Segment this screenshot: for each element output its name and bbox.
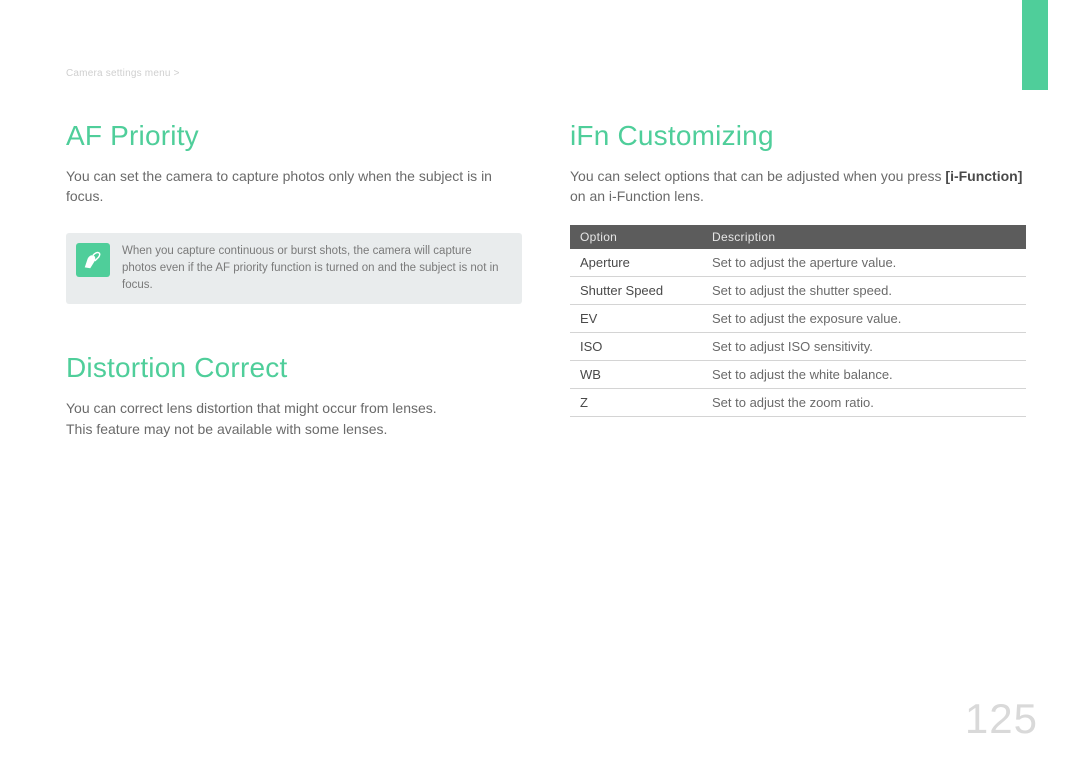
option-name: ISO — [570, 332, 702, 360]
ifn-body-post: on an i-Function lens. — [570, 188, 704, 204]
note-box: When you capture continuous or burst sho… — [66, 233, 522, 305]
option-description: Set to adjust ISO sensitivity. — [702, 332, 1026, 360]
table-row: WB Set to adjust the white balance. — [570, 360, 1026, 388]
page-content: AF Priority You can set the camera to ca… — [66, 120, 1026, 439]
table-header-description: Description — [702, 225, 1026, 249]
af-priority-heading: AF Priority — [66, 120, 522, 152]
side-tab — [1022, 0, 1048, 90]
table-row: Z Set to adjust the zoom ratio. — [570, 388, 1026, 416]
table-header-option: Option — [570, 225, 702, 249]
ifn-body-pre: You can select options that can be adjus… — [570, 168, 945, 184]
af-priority-body: You can set the camera to capture photos… — [66, 166, 522, 207]
left-column: AF Priority You can set the camera to ca… — [66, 120, 522, 439]
ifn-customizing-heading: iFn Customizing — [570, 120, 1026, 152]
table-row: Aperture Set to adjust the aperture valu… — [570, 249, 1026, 277]
table-row: Shutter Speed Set to adjust the shutter … — [570, 276, 1026, 304]
option-description: Set to adjust the white balance. — [702, 360, 1026, 388]
ifn-customizing-body: You can select options that can be adjus… — [570, 166, 1026, 207]
option-name: WB — [570, 360, 702, 388]
option-name: EV — [570, 304, 702, 332]
option-name: Z — [570, 388, 702, 416]
option-description: Set to adjust the zoom ratio. — [702, 388, 1026, 416]
table-row: EV Set to adjust the exposure value. — [570, 304, 1026, 332]
ifn-options-table: Option Description Aperture Set to adjus… — [570, 225, 1026, 417]
option-name: Shutter Speed — [570, 276, 702, 304]
distortion-correct-body-1: You can correct lens distortion that mig… — [66, 398, 522, 418]
option-description: Set to adjust the aperture value. — [702, 249, 1026, 277]
pen-icon — [76, 243, 110, 277]
option-description: Set to adjust the exposure value. — [702, 304, 1026, 332]
page-number: 125 — [965, 695, 1038, 743]
distortion-correct-heading: Distortion Correct — [66, 352, 522, 384]
table-row: ISO Set to adjust ISO sensitivity. — [570, 332, 1026, 360]
option-description: Set to adjust the shutter speed. — [702, 276, 1026, 304]
right-column: iFn Customizing You can select options t… — [570, 120, 1026, 439]
note-text: When you capture continuous or burst sho… — [122, 243, 508, 295]
option-name: Aperture — [570, 249, 702, 277]
distortion-correct-body-2: This feature may not be available with s… — [66, 419, 522, 439]
breadcrumb: Camera settings menu > — [66, 68, 180, 79]
ifn-body-bold: [i-Function] — [945, 168, 1022, 184]
